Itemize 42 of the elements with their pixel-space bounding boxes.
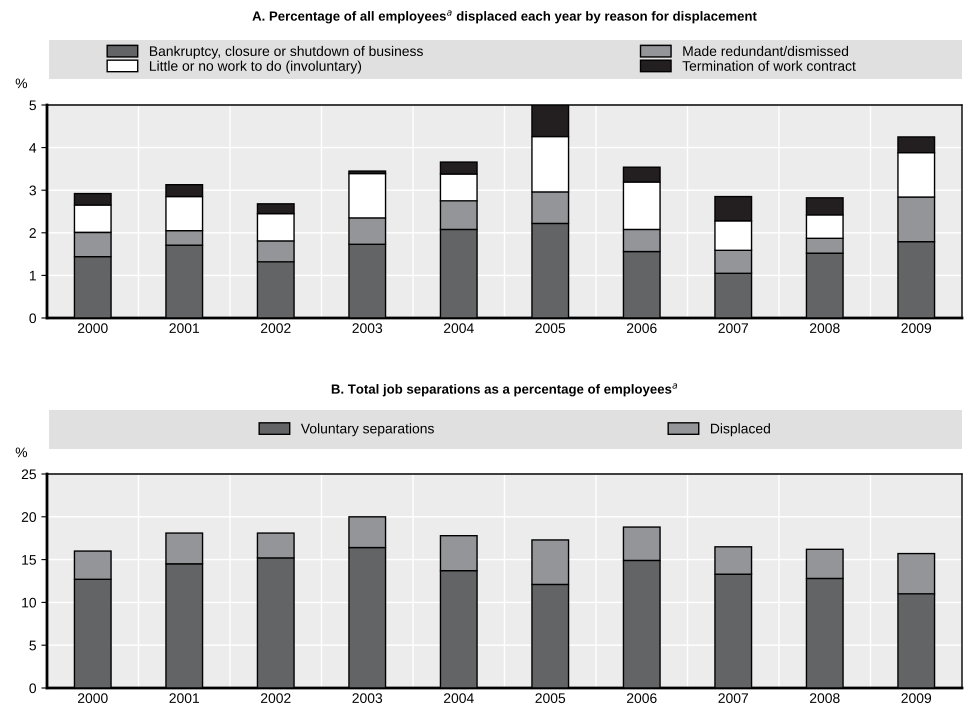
chart-title: A. Percentage of all employees$^{a}$ displaced each year by reason for displacement: [252, 10, 757, 24]
y-tick-label: 1: [30, 270, 36, 280]
x-tick-label: 2009: [902, 693, 932, 704]
y-tick-label: 5: [29, 100, 36, 110]
x-tick-label: 2001: [170, 693, 200, 704]
legend-label: Displaced: [710, 423, 770, 436]
y-tick-label: 10: [22, 598, 36, 608]
x-tick-label: 2000: [78, 323, 108, 334]
x-tick-label: 2000: [78, 693, 108, 704]
x-tick-label: 2009: [902, 323, 932, 334]
legend-label: Made redundant/dismissed: [683, 46, 848, 56]
x-tick-label: 2008: [810, 323, 840, 334]
x-tick-label: 2007: [718, 693, 748, 704]
y-tick-label: 0: [29, 683, 36, 694]
y-tick-label: 5: [29, 640, 36, 650]
x-tick-label: 2005: [536, 693, 566, 704]
y-axis-title: %: [16, 78, 28, 88]
x-tick-label: 2007: [718, 323, 748, 334]
legend-label: Termination of work contract: [682, 60, 856, 71]
y-tick-label: 15: [22, 555, 36, 565]
legend-label: Bankruptcy, closure or shutdown of business: [150, 46, 423, 59]
y-tick-label: 3: [29, 186, 36, 196]
y-tick-label: 0: [29, 313, 36, 324]
legend-label: Little or no work to do (involuntary): [150, 60, 362, 74]
y-tick-label: 4: [29, 143, 36, 153]
x-tick-label: 2003: [352, 693, 382, 704]
chart-title: B. Total job separations as a percentage of employees$^{a}$: [332, 383, 678, 396]
x-tick-label: 2004: [444, 693, 474, 704]
y-axis-title: %: [16, 447, 28, 458]
x-tick-label: 2001: [170, 323, 200, 334]
x-tick-label: 2005: [536, 323, 566, 334]
y-tick-label: 25: [22, 469, 36, 480]
x-tick-label: 2006: [627, 323, 657, 334]
x-tick-label: 2006: [627, 693, 657, 704]
legend-label: Voluntary separations: [300, 423, 434, 436]
x-tick-label: 2004: [444, 323, 474, 334]
x-tick-label: 2008: [810, 693, 840, 704]
y-tick-label: 20: [22, 512, 36, 522]
x-tick-label: 2002: [261, 693, 291, 704]
x-tick-label: 2003: [352, 323, 382, 334]
x-tick-label: 2002: [261, 323, 291, 334]
y-tick-label: 2: [30, 228, 36, 238]
